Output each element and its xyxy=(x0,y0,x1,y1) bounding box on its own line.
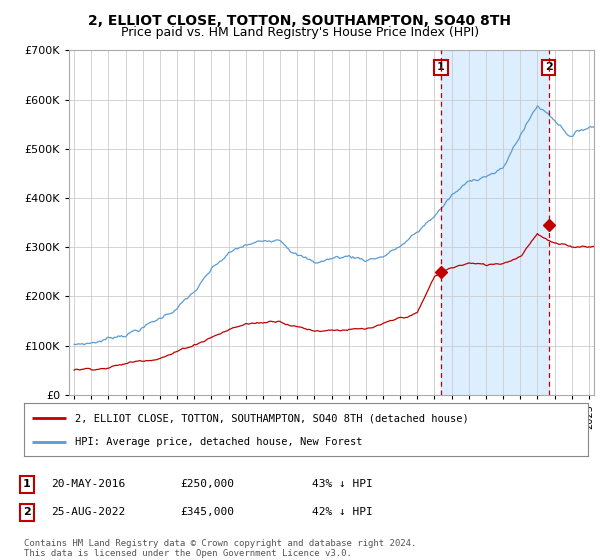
Text: 42% ↓ HPI: 42% ↓ HPI xyxy=(312,507,373,517)
Text: HPI: Average price, detached house, New Forest: HPI: Average price, detached house, New … xyxy=(75,436,362,446)
Bar xyxy=(441,50,548,395)
Text: Price paid vs. HM Land Registry's House Price Index (HPI): Price paid vs. HM Land Registry's House … xyxy=(121,26,479,39)
Text: 1: 1 xyxy=(23,479,31,489)
Text: 2: 2 xyxy=(545,63,553,72)
Text: £345,000: £345,000 xyxy=(180,507,234,517)
Text: 2, ELLIOT CLOSE, TOTTON, SOUTHAMPTON, SO40 8TH (detached house): 2, ELLIOT CLOSE, TOTTON, SOUTHAMPTON, SO… xyxy=(75,413,469,423)
Text: 25-AUG-2022: 25-AUG-2022 xyxy=(51,507,125,517)
Text: 1: 1 xyxy=(437,63,445,72)
Text: 2, ELLIOT CLOSE, TOTTON, SOUTHAMPTON, SO40 8TH: 2, ELLIOT CLOSE, TOTTON, SOUTHAMPTON, SO… xyxy=(89,14,511,28)
Text: Contains HM Land Registry data © Crown copyright and database right 2024.
This d: Contains HM Land Registry data © Crown c… xyxy=(24,539,416,558)
Text: £250,000: £250,000 xyxy=(180,479,234,489)
Text: 43% ↓ HPI: 43% ↓ HPI xyxy=(312,479,373,489)
Text: 2: 2 xyxy=(23,507,31,517)
Text: 20-MAY-2016: 20-MAY-2016 xyxy=(51,479,125,489)
